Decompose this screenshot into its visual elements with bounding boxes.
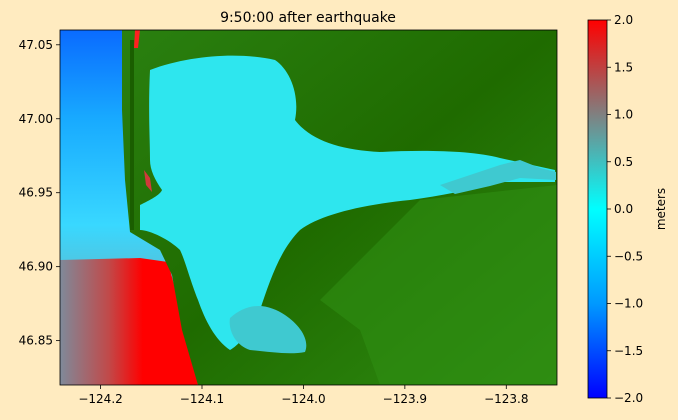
colorbar-tick-label: 1.0 xyxy=(614,108,633,122)
colorbar xyxy=(587,19,608,399)
x-tick-label: −123.8 xyxy=(484,392,528,406)
north-spit-stripe xyxy=(130,40,134,230)
y-tick-label: 46.85 xyxy=(19,334,53,348)
colorbar-tick-label: 1.5 xyxy=(614,60,633,74)
colorbar-tick-label: −0.5 xyxy=(614,249,643,263)
far-land-region xyxy=(320,185,557,385)
x-tick-label: −124.2 xyxy=(78,392,122,406)
x-tick-label: −124.1 xyxy=(180,392,224,406)
y-tick-label: 47.05 xyxy=(19,38,53,52)
spit-red-streak xyxy=(134,30,140,48)
chart-title: 9:50:00 after earthquake xyxy=(220,10,396,26)
y-tick-label: 46.90 xyxy=(19,260,53,274)
y-axis: 46.85 46.90 46.95 47.00 47.05 xyxy=(19,38,60,348)
colorbar-tick-label: 0.5 xyxy=(614,155,633,169)
plot-frame xyxy=(59,29,558,386)
colorbar-tick-label: −1.0 xyxy=(614,297,643,311)
y-tick-label: 46.95 xyxy=(19,186,53,200)
colorbar-tick-label: −1.5 xyxy=(614,344,643,358)
offshore-wave-region xyxy=(60,258,198,385)
x-tick-label: −123.9 xyxy=(383,392,427,406)
y-tick-label: 47.00 xyxy=(19,112,53,126)
colorbar-axis: 2.0 1.5 1.0 0.5 0.0 −0.5 −1.0 −1.5 −2.0 xyxy=(607,13,643,405)
bay-south-arm xyxy=(229,305,307,354)
bay-east-channel xyxy=(440,160,556,194)
colorbar-tick-label: 0.0 xyxy=(614,202,633,216)
x-axis: −124.2 −124.1 −124.0 −123.9 −123.8 xyxy=(78,385,528,406)
bay-water-region xyxy=(140,55,555,351)
colorbar-label: meters xyxy=(654,188,668,230)
x-tick-label: −124.0 xyxy=(281,392,325,406)
colorbar-tick-label: 2.0 xyxy=(614,13,633,27)
spit-red-streak-lower xyxy=(144,170,152,192)
map-plot-area xyxy=(60,30,557,385)
colorbar-tick-label: −2.0 xyxy=(614,391,643,405)
